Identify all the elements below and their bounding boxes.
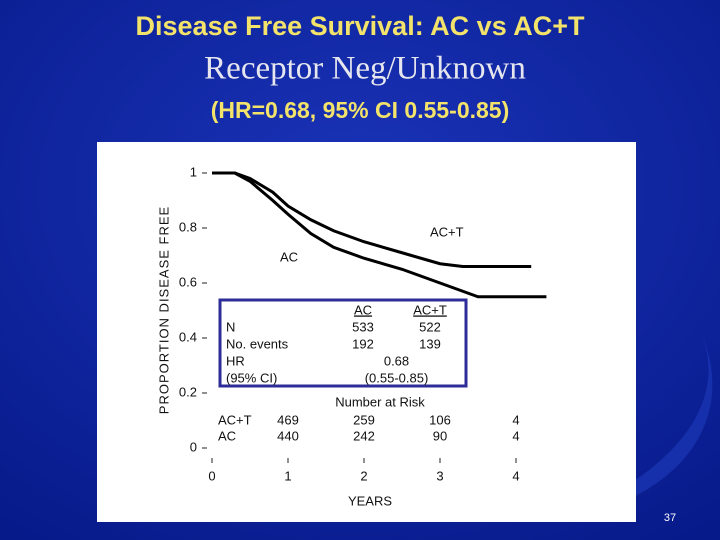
y-tick-label: 0.6	[179, 274, 197, 289]
page-number: 37	[664, 512, 676, 524]
risk-cell: 259	[353, 412, 375, 427]
x-tick-label: 0	[208, 468, 215, 483]
inset-cell: 522	[419, 319, 441, 334]
risk-row-label: AC+T	[218, 412, 252, 427]
y-tick-label: 0.8	[179, 219, 197, 234]
x-tick-label: 3	[436, 468, 443, 483]
slide-title: Disease Free Survival: AC vs AC+T	[136, 11, 585, 41]
y-tick-label: 0.2	[179, 384, 197, 399]
inset-row-label: (95% CI)	[226, 370, 277, 385]
chart: 0 0.2 0.4 0.6 0.8 1 0 1 2 3 4 YEARS PROPORTION DISEA…	[156, 164, 547, 508]
inset-cell: 139	[419, 336, 441, 351]
inset-cell: (0.55-0.85)	[365, 370, 429, 385]
inset-column-header: AC+T	[413, 302, 447, 317]
risk-cell: 469	[277, 412, 299, 427]
x-tick-label: 2	[360, 468, 367, 483]
risk-cell: 440	[277, 428, 299, 443]
risk-cell: 90	[433, 428, 447, 443]
risk-cell: 242	[353, 428, 375, 443]
inset-row-label: N	[226, 319, 235, 334]
risk-cell: 4	[512, 428, 519, 443]
decor-swirl	[560, 330, 713, 520]
x-tick-label: 1	[284, 468, 291, 483]
km-curve	[212, 171, 532, 268]
y-tick-label: 1	[190, 164, 197, 179]
risk-cell: 106	[429, 412, 451, 427]
x-tick-label: 4	[512, 468, 519, 483]
inset-cell: 192	[352, 336, 374, 351]
km-curve	[212, 171, 547, 299]
inset-box	[218, 298, 468, 388]
slide-subtitle: Receptor Neg/Unknown	[204, 51, 526, 87]
y-tick-label: 0.4	[179, 329, 197, 344]
inset-row-label: HR	[226, 353, 245, 368]
inset-cell: 533	[352, 319, 374, 334]
inset-cell: 0.68	[384, 353, 409, 368]
curve-label: AC	[280, 249, 298, 264]
x-axis-label: YEARS	[348, 493, 392, 508]
risk-cell: 4	[512, 412, 519, 427]
y-tick-label: 0	[190, 439, 197, 454]
risk-title: Number at Risk	[335, 394, 425, 409]
inset-column-header: AC	[354, 302, 372, 317]
inset-row-label: No. events	[226, 336, 289, 351]
curve-label: AC+T	[430, 224, 464, 239]
risk-row-label: AC	[218, 428, 236, 443]
y-axis-label: PROPORTION DISEASE FREE	[156, 206, 171, 414]
hr-note: (HR=0.68, 95% CI 0.55-0.85)	[211, 97, 510, 123]
